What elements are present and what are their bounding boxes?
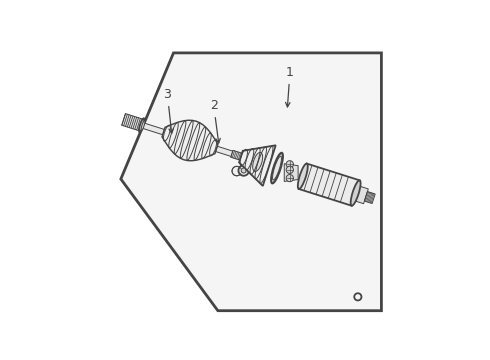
Ellipse shape [139, 118, 145, 132]
Polygon shape [284, 164, 298, 181]
Text: 3: 3 [164, 88, 173, 133]
Ellipse shape [141, 120, 145, 130]
Polygon shape [162, 120, 218, 161]
Ellipse shape [271, 153, 283, 183]
Circle shape [239, 165, 249, 176]
Text: 2: 2 [210, 99, 220, 143]
Polygon shape [299, 163, 360, 206]
Ellipse shape [253, 152, 263, 172]
Polygon shape [231, 150, 242, 160]
Ellipse shape [272, 156, 281, 180]
Polygon shape [365, 192, 375, 203]
Ellipse shape [298, 163, 308, 189]
Polygon shape [216, 146, 242, 159]
Ellipse shape [351, 180, 361, 206]
Polygon shape [140, 122, 165, 135]
Text: 1: 1 [286, 66, 294, 107]
Polygon shape [353, 186, 368, 204]
Circle shape [286, 161, 294, 168]
Circle shape [241, 168, 246, 173]
Polygon shape [239, 145, 276, 186]
Circle shape [286, 166, 294, 174]
Polygon shape [121, 53, 381, 311]
Circle shape [286, 175, 294, 182]
Circle shape [232, 166, 242, 176]
Polygon shape [122, 114, 142, 131]
